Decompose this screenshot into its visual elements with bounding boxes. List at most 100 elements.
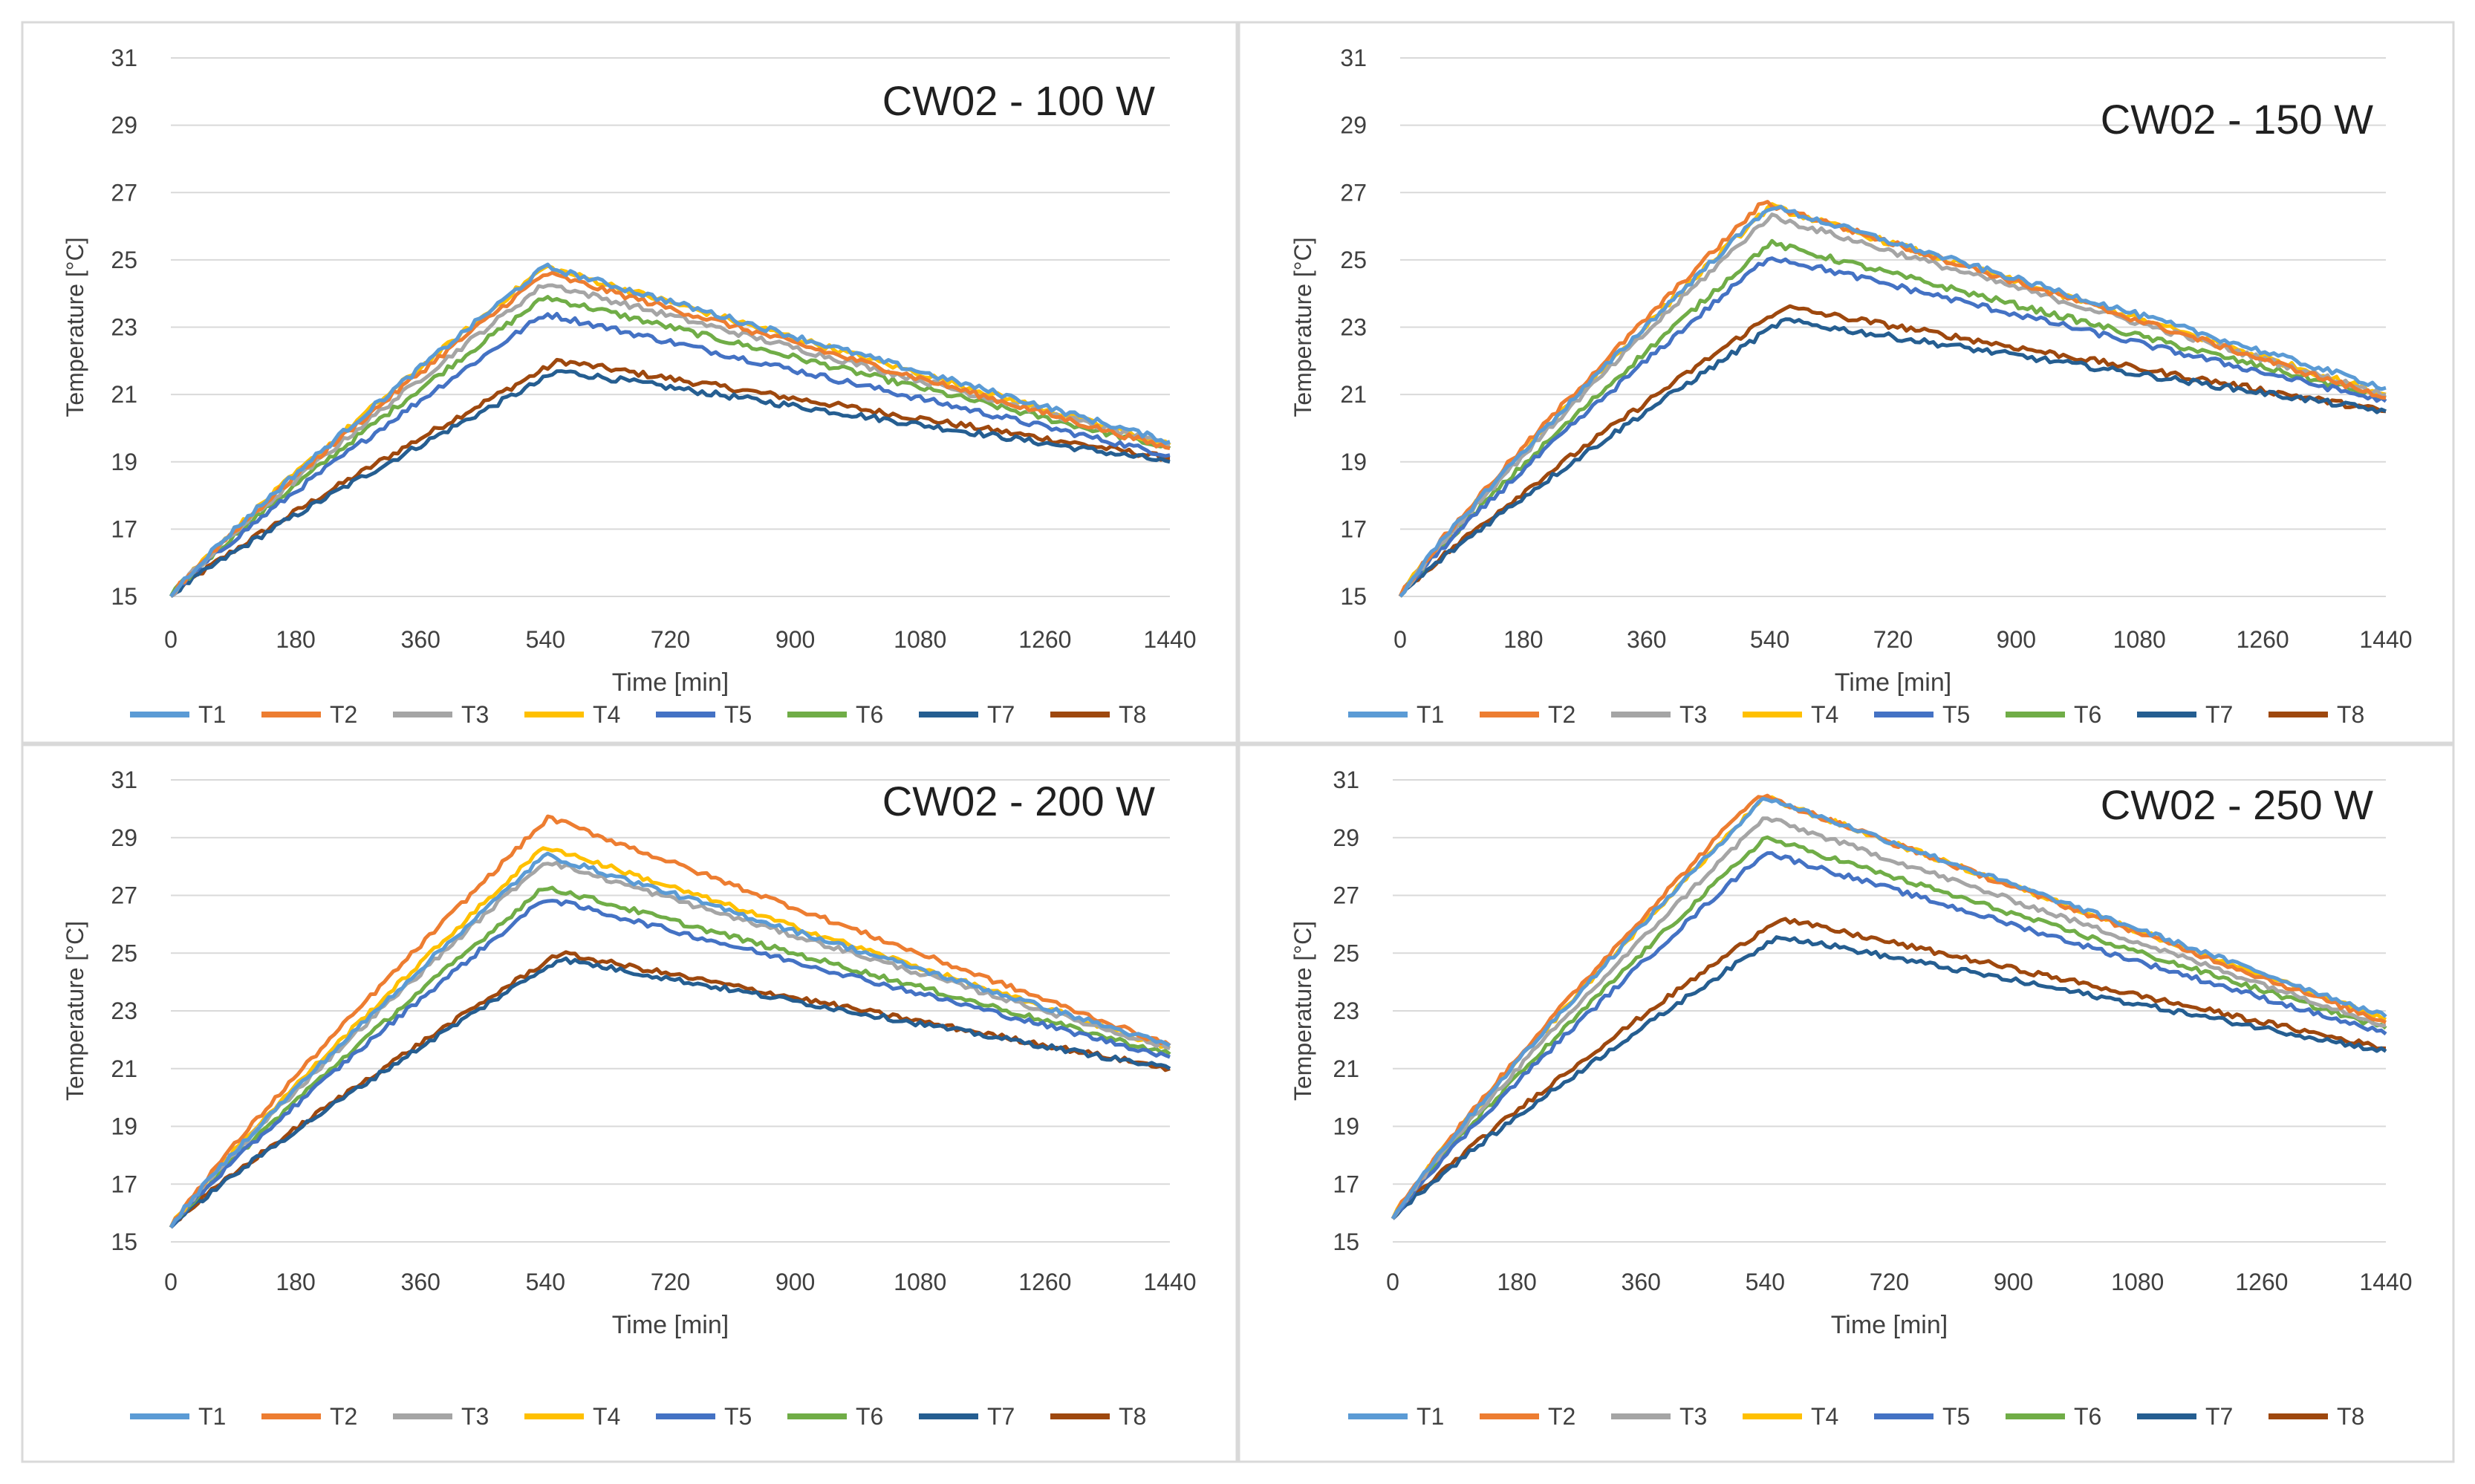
legend-label: T8 <box>1119 1403 1146 1430</box>
x-axis-label: Time [min] <box>1831 1311 1948 1339</box>
x-tick-label: 720 <box>651 1269 690 1295</box>
y-tick-label: 23 <box>1333 998 1359 1024</box>
chart-panel: 15 17 19 21 23 25 27 29 31 0 180 360 540 720 900 1080 12… <box>1238 21 2455 744</box>
legend-label: T7 <box>987 1403 1015 1430</box>
y-tick-label: 21 <box>1340 381 1367 408</box>
series-line-t7 <box>169 369 1171 599</box>
y-tick-label: 19 <box>1340 449 1367 475</box>
legend-label: T4 <box>593 701 620 728</box>
y-axis-label: Temperature [°C] <box>1289 921 1316 1101</box>
legend-label: T3 <box>461 701 489 728</box>
y-tick-label: 29 <box>111 112 137 139</box>
series-line-t2 <box>1391 793 2387 1220</box>
legend-label: T4 <box>1811 701 1838 728</box>
legend-label: T3 <box>1679 1403 1707 1430</box>
y-tick-label: 29 <box>1333 824 1359 851</box>
x-tick-label: 540 <box>1746 1269 1785 1295</box>
x-tick-label: 0 <box>1393 626 1407 653</box>
y-tick-label: 31 <box>111 767 137 793</box>
legend-label: T8 <box>2337 701 2364 728</box>
y-tick-label: 27 <box>111 179 137 206</box>
chart-title: CW02 - 150 W <box>2101 96 2373 143</box>
legend-label: T3 <box>1679 701 1707 728</box>
series-line-t8 <box>1399 304 2387 598</box>
x-axis-label: Time [min] <box>1835 668 1951 697</box>
legend-label: T2 <box>330 1403 357 1430</box>
legend-label: T2 <box>1548 701 1575 728</box>
y-tick-label: 15 <box>1333 1228 1359 1255</box>
legend-label: T1 <box>198 701 226 728</box>
x-tick-label: 360 <box>401 1269 440 1295</box>
x-tick-label: 1440 <box>2359 626 2412 653</box>
y-tick-label: 19 <box>111 449 137 475</box>
series-line-t8 <box>1391 917 2387 1220</box>
x-tick-label: 720 <box>651 626 690 653</box>
panel-border <box>1238 743 2455 1463</box>
x-tick-label: 180 <box>276 626 315 653</box>
x-axis-label: Time [min] <box>612 1311 729 1339</box>
y-tick-label: 15 <box>111 1228 137 1255</box>
y-tick-label: 15 <box>111 583 137 610</box>
y-tick-label: 17 <box>1340 515 1367 542</box>
y-tick-label: 25 <box>1333 940 1359 966</box>
x-tick-label: 1080 <box>2111 1269 2164 1295</box>
x-tick-label: 900 <box>775 1269 815 1295</box>
series-line-t2 <box>169 270 1171 598</box>
legend-label: T7 <box>987 701 1015 728</box>
legend-label: T5 <box>724 1403 752 1430</box>
series-line-t6 <box>169 885 1171 1228</box>
series-line-t1 <box>1391 796 2387 1220</box>
series-line-t5 <box>169 311 1171 599</box>
y-tick-label: 17 <box>111 1171 137 1197</box>
series-line-t5 <box>1391 851 2387 1220</box>
y-axis-label: Temperature [°C] <box>62 237 88 417</box>
x-tick-label: 900 <box>775 626 815 653</box>
x-tick-label: 180 <box>1497 1269 1536 1295</box>
y-tick-label: 29 <box>1340 112 1367 139</box>
legend-label: T1 <box>1417 1403 1444 1430</box>
legend-label: T5 <box>1942 701 1970 728</box>
series-line-t5 <box>1398 256 2387 598</box>
y-tick-label: 15 <box>1340 583 1367 610</box>
series-line-t5 <box>169 899 1171 1229</box>
y-tick-label: 31 <box>1340 45 1367 71</box>
series-line-t8 <box>169 357 1171 598</box>
legend-label: T1 <box>198 1403 226 1430</box>
x-tick-label: 900 <box>1994 1269 2033 1295</box>
y-tick-label: 31 <box>1333 767 1359 793</box>
y-axis-label: Temperature [°C] <box>62 921 88 1101</box>
x-tick-label: 1440 <box>1143 1269 1196 1295</box>
y-tick-label: 27 <box>1340 179 1367 206</box>
x-axis-label: Time [min] <box>612 668 729 697</box>
legend-label: T6 <box>856 1403 883 1430</box>
y-tick-label: 27 <box>1333 882 1359 909</box>
y-axis-label: Temperature [°C] <box>1289 237 1316 417</box>
legend-label: T5 <box>1942 1403 1970 1430</box>
y-tick-label: 23 <box>111 998 137 1024</box>
x-tick-label: 900 <box>1997 626 2036 653</box>
y-tick-label: 25 <box>111 940 137 966</box>
y-tick-label: 23 <box>111 314 137 341</box>
legend-label: T2 <box>1548 1403 1575 1430</box>
legend-label: T5 <box>724 701 752 728</box>
legend-label: T7 <box>2205 701 2233 728</box>
x-tick-label: 180 <box>276 1269 315 1295</box>
x-tick-label: 360 <box>1622 1269 1661 1295</box>
legend-label: T8 <box>1119 701 1146 728</box>
chart-title: CW02 - 250 W <box>2101 781 2373 828</box>
legend-label: T3 <box>461 1403 489 1430</box>
chart-panel: 15 17 19 21 23 25 27 29 31 0 180 360 540 720 900 1080 12… <box>1238 743 2455 1463</box>
panel-border <box>21 743 1238 1463</box>
y-tick-label: 17 <box>111 515 137 542</box>
series-line-t6 <box>1391 835 2387 1220</box>
x-tick-label: 720 <box>1870 1269 1909 1295</box>
series-line-t3 <box>169 860 1171 1228</box>
x-tick-label: 540 <box>526 1269 565 1295</box>
x-tick-label: 720 <box>1873 626 1913 653</box>
x-tick-label: 1080 <box>2113 626 2166 653</box>
x-tick-label: 1080 <box>894 1269 946 1295</box>
x-tick-label: 360 <box>401 626 440 653</box>
y-tick-label: 23 <box>1340 314 1367 341</box>
series-line-t4 <box>169 846 1171 1228</box>
series-line-t8 <box>169 950 1171 1229</box>
